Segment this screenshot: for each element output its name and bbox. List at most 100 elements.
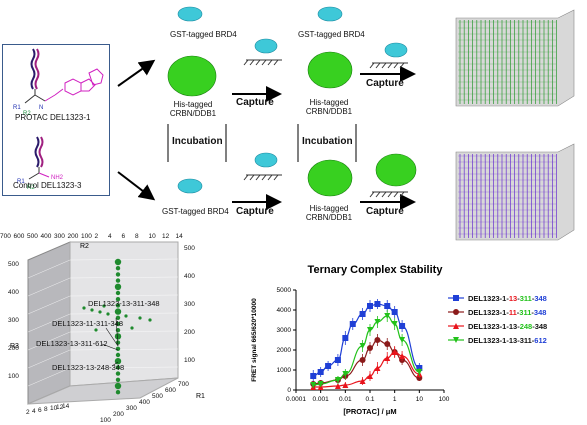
y-axis-label: FRET signal 665/620*10000 [251,298,258,382]
data-point [367,327,373,333]
cube-point [115,321,121,327]
r2-tick: 8 [135,233,139,240]
data-point [374,301,381,307]
cube-point [138,316,142,320]
data-point [317,369,324,375]
legend-item: DEL1323-1-13-311-348 [448,294,547,303]
data-point [367,373,373,379]
x-tick-label: 0.1 [365,396,374,403]
r2-tick: 6 [122,233,126,240]
cube-point [115,328,121,333]
z-tick-right: 100 [184,357,195,364]
brd4-protein-icon [177,178,203,194]
z-tick-right: 500 [184,245,195,252]
result-cube-purple [455,143,575,241]
cube-point [114,308,122,315]
cube-point [106,312,110,316]
z-tick-left: 300 [8,317,19,324]
data-point [416,369,423,375]
crbn-protein-icon [307,159,353,197]
cube-point [90,308,94,312]
r2-tick: 700 [0,233,11,240]
crbn-protein-icon [307,51,353,89]
cube-point [115,297,121,302]
cube-point [115,315,121,320]
series-DEL1323-1-13-311-612 [310,310,423,388]
dna-tag-icon [30,48,36,90]
cube-point [115,365,121,370]
r3-tick: 8 [44,406,48,413]
r2-tick: 100 [81,233,92,240]
y-tick-label: 5000 [277,287,292,294]
cube-point [115,278,121,283]
cube-point [114,258,122,266]
r1-tick: 200 [113,411,124,418]
axis-r3-label: R3 [10,343,19,350]
cube-point [115,290,121,296]
z-tick-left: 200 [8,345,19,352]
workflow-diagram [117,6,417,210]
r1-label: R1 [13,105,21,111]
control-label: Control DEL1323-3 [13,181,82,190]
r3-tick: 2 [26,409,30,416]
capture-surface-4 [369,191,408,198]
r3-tick: 4 [32,408,36,415]
cube-point [115,377,121,382]
z-tick-left: 500 [8,261,19,268]
r1-tick: 500 [152,393,163,400]
z-tick-left: 100 [8,373,19,380]
data-point [310,382,317,388]
cube-annotation: DEL1323-13-311-348 [88,299,160,308]
data-point [359,343,366,349]
legend-label: DEL1323-1-13-311-348 [468,294,547,303]
brd4-protein-icon [254,38,278,54]
brd4-protein-icon [254,152,278,168]
r2-tick: 500 [27,233,38,240]
ternary-chart: 0.0001 0.001 0.01 0.1 1 10 1000100020003000400… [251,287,547,416]
data-point [453,323,459,329]
r2-tick: 10 [149,233,157,240]
data-point [391,349,398,355]
z-tick-right: 200 [184,329,195,336]
cube-point [115,371,121,376]
r1-tick: 400 [139,399,150,406]
data-point [399,337,406,343]
r2-tick: 300 [54,233,65,240]
r3-tick: 10 [50,405,58,412]
data-point [384,303,391,309]
legend-item: DEL1323-1-13-311-612 [448,336,547,345]
z-tick-right: 300 [184,301,195,308]
axis-r1-label: R1 [196,393,205,400]
data-point [310,373,317,379]
cube-point [82,306,86,310]
r2-tick: 600 [14,233,25,240]
r3-tick: 12 [56,404,64,411]
his-label-3: His-tagged CRBN/DDB1 [305,204,353,222]
data-point [317,381,324,387]
cube-point [102,304,106,308]
cube-point [115,390,121,395]
legend-label: DEL1323-1-13-311-612 [468,336,547,345]
z-tick-left: 400 [8,289,19,296]
svg-text:R1: R1 [17,179,25,185]
x-tick-label: 100 [439,396,450,403]
y-tick-label: 1000 [277,367,292,374]
data-point [334,357,341,363]
cube-point [124,314,128,318]
data-point [453,295,459,301]
cube-point [115,272,121,277]
cube-annotation: DEL1323-13-311-612 [36,339,108,348]
incubation-label-2: Incubation [302,136,353,147]
x-tick-label: 1 [393,396,397,403]
cube-point [114,333,122,340]
r1-tick: 600 [165,387,176,394]
cube-annotation: DEL1323-11-311-348 [52,319,123,328]
r3-tick: 6 [38,407,42,414]
crbn-protein-icon [375,153,417,187]
cube-point [98,310,102,314]
legend-item: DEL1323-1-11-311-348 [448,308,546,317]
y-tick-label: 4000 [277,307,292,314]
r2-tick: 4 [108,233,112,240]
data-point [391,321,398,327]
data-point [384,355,391,361]
